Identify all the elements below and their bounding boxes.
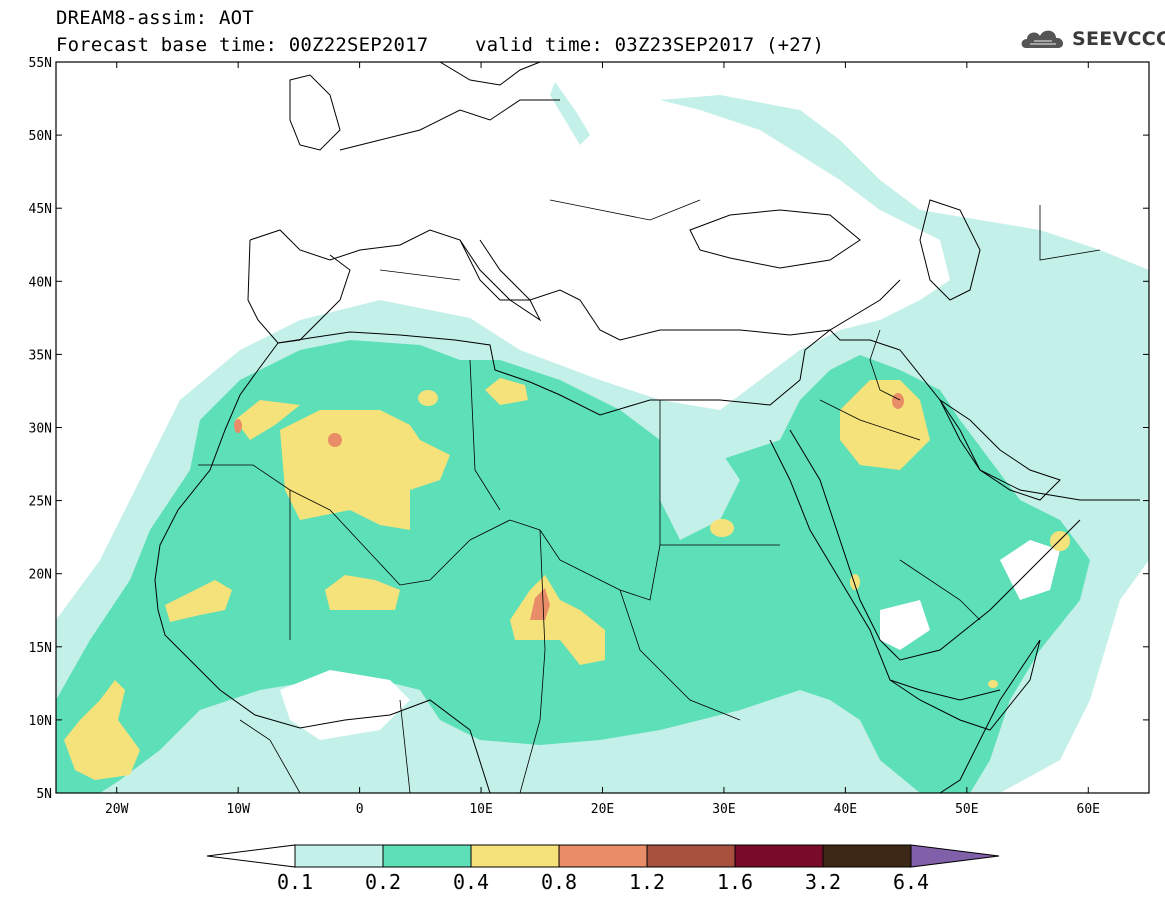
border xyxy=(399,699,411,793)
aot-0.8-band xyxy=(328,433,342,447)
colorbar-label: 0.2 xyxy=(365,870,401,894)
aot-0.4-band xyxy=(165,580,232,622)
lon-tick-label: 30E xyxy=(712,802,735,817)
cloud-logo-icon xyxy=(1021,30,1064,48)
coastlines xyxy=(154,62,1140,793)
aot-0.4-band xyxy=(710,519,734,537)
colorbar-swatch xyxy=(382,844,472,868)
border xyxy=(239,719,301,793)
map-title: DREAM8-assim: AOT xyxy=(56,7,254,29)
aot-0.8-band xyxy=(530,588,550,620)
border xyxy=(549,199,701,221)
border xyxy=(519,529,546,793)
lon-tick-label: 20W xyxy=(105,802,129,817)
lat-tick-label: 20N xyxy=(29,568,52,583)
aot-0.4-band xyxy=(418,390,438,406)
aot-0.8-band xyxy=(234,419,242,433)
colorbar-label: 1.2 xyxy=(629,870,665,894)
lat-tick-label: 15N xyxy=(29,641,52,656)
border xyxy=(819,399,921,441)
border xyxy=(1039,205,1101,261)
lat-tick-label: 45N xyxy=(29,202,52,217)
red-sea-coast xyxy=(769,439,1001,701)
caspian-coast xyxy=(919,199,981,301)
lon-tick-label: 20E xyxy=(591,802,614,817)
colorbar-label: 6.4 xyxy=(893,870,929,894)
lat-tick-label: 25N xyxy=(29,495,52,510)
border xyxy=(869,329,901,401)
lat-tick-label: 55N xyxy=(29,56,52,71)
country-borders xyxy=(198,199,1101,793)
forecast-time-subtitle: Forecast base time: 00Z22SEP2017 valid t… xyxy=(56,34,825,56)
persian-gulf-coast xyxy=(938,398,1061,501)
aot-0.4-band xyxy=(988,680,998,688)
colorbar-label: 0.8 xyxy=(541,870,577,894)
lat-tick-label: 50N xyxy=(29,129,52,144)
aot-0.4-band xyxy=(510,575,605,665)
aot-0.4-band xyxy=(1050,531,1070,551)
scandinavia-coast xyxy=(439,62,541,86)
border xyxy=(198,464,780,601)
lon-tick-label: 40E xyxy=(834,802,857,817)
colorbar-label: 0.4 xyxy=(453,870,489,894)
colorbar-swatch xyxy=(294,844,384,868)
lon-tick-label: 0 xyxy=(356,802,364,817)
black-sea-coast xyxy=(689,209,861,269)
longitude-axis: 20W 10W 0 10E 20E 30E 40E 50E 60E xyxy=(105,62,1100,817)
italy-coast xyxy=(459,239,542,322)
aot-0.4-band xyxy=(64,680,140,780)
aot-0.4-band xyxy=(280,410,450,530)
logo-text: SEEVCCC xyxy=(1072,28,1165,50)
colorbar-low-arrow xyxy=(206,844,296,868)
iberia-coast xyxy=(247,239,351,344)
border xyxy=(899,559,981,621)
europe-coast xyxy=(249,229,901,341)
lat-tick-label: 10N xyxy=(29,714,52,729)
lon-tick-label: 10W xyxy=(226,802,250,817)
colorbar-swatch xyxy=(734,844,824,868)
west-africa-coast xyxy=(154,342,491,793)
lat-tick-label: 35N xyxy=(29,348,52,363)
lon-tick-label: 50E xyxy=(955,802,978,817)
lat-tick-label: 40N xyxy=(29,275,52,290)
border xyxy=(619,589,741,721)
aot-low-patch xyxy=(660,440,740,540)
north-europe-coast xyxy=(339,99,560,151)
aot-0.1-band-north xyxy=(550,82,590,145)
aot-0.4-band xyxy=(485,378,528,405)
aot-0.8-band xyxy=(892,393,904,409)
lat-tick-label: 5N xyxy=(36,787,52,802)
aot-0.4-band xyxy=(840,380,930,470)
north-africa-coast xyxy=(277,331,801,416)
colorbar-high-arrow xyxy=(910,844,1000,868)
colorbar: 0.1 0.2 0.4 0.8 1.2 1.6 3.2 6.4 xyxy=(206,844,1000,894)
aot-contours xyxy=(56,82,1149,793)
border xyxy=(469,359,501,511)
aot-0.4-band xyxy=(850,574,860,590)
colorbar-swatch xyxy=(470,844,560,868)
border xyxy=(379,269,461,281)
aot-0.4-band xyxy=(325,575,400,610)
aot-low-patch xyxy=(280,670,410,740)
levant-arabia-coast xyxy=(799,329,1140,501)
uk-coast xyxy=(289,74,341,151)
colorbar-swatch xyxy=(558,844,648,868)
red-sea-coast-east xyxy=(789,429,1081,661)
colorbar-label: 3.2 xyxy=(805,870,841,894)
aot-0.4-band xyxy=(235,400,300,440)
seevccc-logo: SEEVCCC xyxy=(1018,24,1165,54)
colorbar-swatch xyxy=(822,844,912,868)
horn-of-africa-coast xyxy=(889,639,1041,793)
colorbar-label: 0.1 xyxy=(277,870,313,894)
lon-tick-label: 60E xyxy=(1077,802,1100,817)
lat-tick-label: 30N xyxy=(29,422,52,437)
latitude-axis: 55N 50N 45N 40N 35N 30N 25N 20N 15N 10N 5N xyxy=(29,56,1149,802)
colorbar-swatch xyxy=(646,844,736,868)
colorbar-label: 1.6 xyxy=(717,870,753,894)
lon-tick-label: 10E xyxy=(469,802,492,817)
aot-low-patch xyxy=(880,600,930,650)
